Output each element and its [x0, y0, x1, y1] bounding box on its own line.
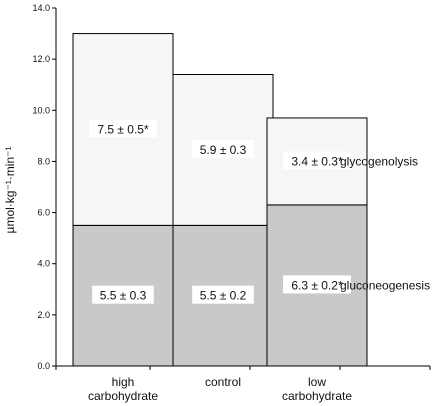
- data-label-box: [192, 139, 254, 158]
- category-label-2: control: [205, 375, 241, 389]
- category-label-1: carbohydrate: [88, 389, 158, 403]
- y-tick-label: 12.0: [32, 54, 50, 64]
- data-label-gluconeogenesis-2: 5.5 ± 0.2: [200, 289, 247, 303]
- data-label-box: [89, 119, 157, 138]
- labels-group: 5.5 ± 0.3 7.5 ± 0.5* 5.5 ± 0.2 5.9 ± 0.3 6.3…: [88, 119, 430, 403]
- data-label-box: [283, 275, 351, 294]
- category-label-1: high: [112, 375, 135, 389]
- series-label-glycogenolysis: glycogenolysis: [340, 154, 418, 168]
- category-label-3: carbohydrate: [282, 389, 352, 403]
- data-label-gluconeogenesis-1: 5.5 ± 0.3: [100, 289, 147, 303]
- data-label-glycogenolysis-1: 7.5 ± 0.5*: [97, 122, 149, 136]
- category-label-3: low: [308, 375, 326, 389]
- data-label-box: [283, 151, 351, 170]
- y-tick-label: 14.0: [32, 3, 50, 13]
- y-tick-label: 6.0: [37, 208, 50, 218]
- y-tick-label: 8.0: [37, 156, 50, 166]
- bar-gluconeogenesis-2: [172, 224, 274, 367]
- y-tick-label: 4.0: [37, 259, 50, 269]
- y-axis-title: µmol·kg⁻¹·min⁻¹: [3, 147, 17, 234]
- data-label-box: [92, 285, 154, 304]
- data-label-box: [192, 285, 254, 304]
- y-tick-label: 2.0: [37, 310, 50, 320]
- bars-group: [72, 33, 368, 367]
- y-tick-label: 10.0: [32, 105, 50, 115]
- data-label-glycogenolysis-3: 3.4 ± 0.3*: [291, 154, 343, 168]
- series-label-gluconeogenesis: gluconeogenesis: [340, 278, 430, 292]
- data-label-gluconeogenesis-3: 6.3 ± 0.2*: [291, 278, 343, 292]
- y-tick-label: 0.0: [37, 361, 50, 371]
- data-label-glycogenolysis-2: 5.9 ± 0.3: [200, 143, 247, 157]
